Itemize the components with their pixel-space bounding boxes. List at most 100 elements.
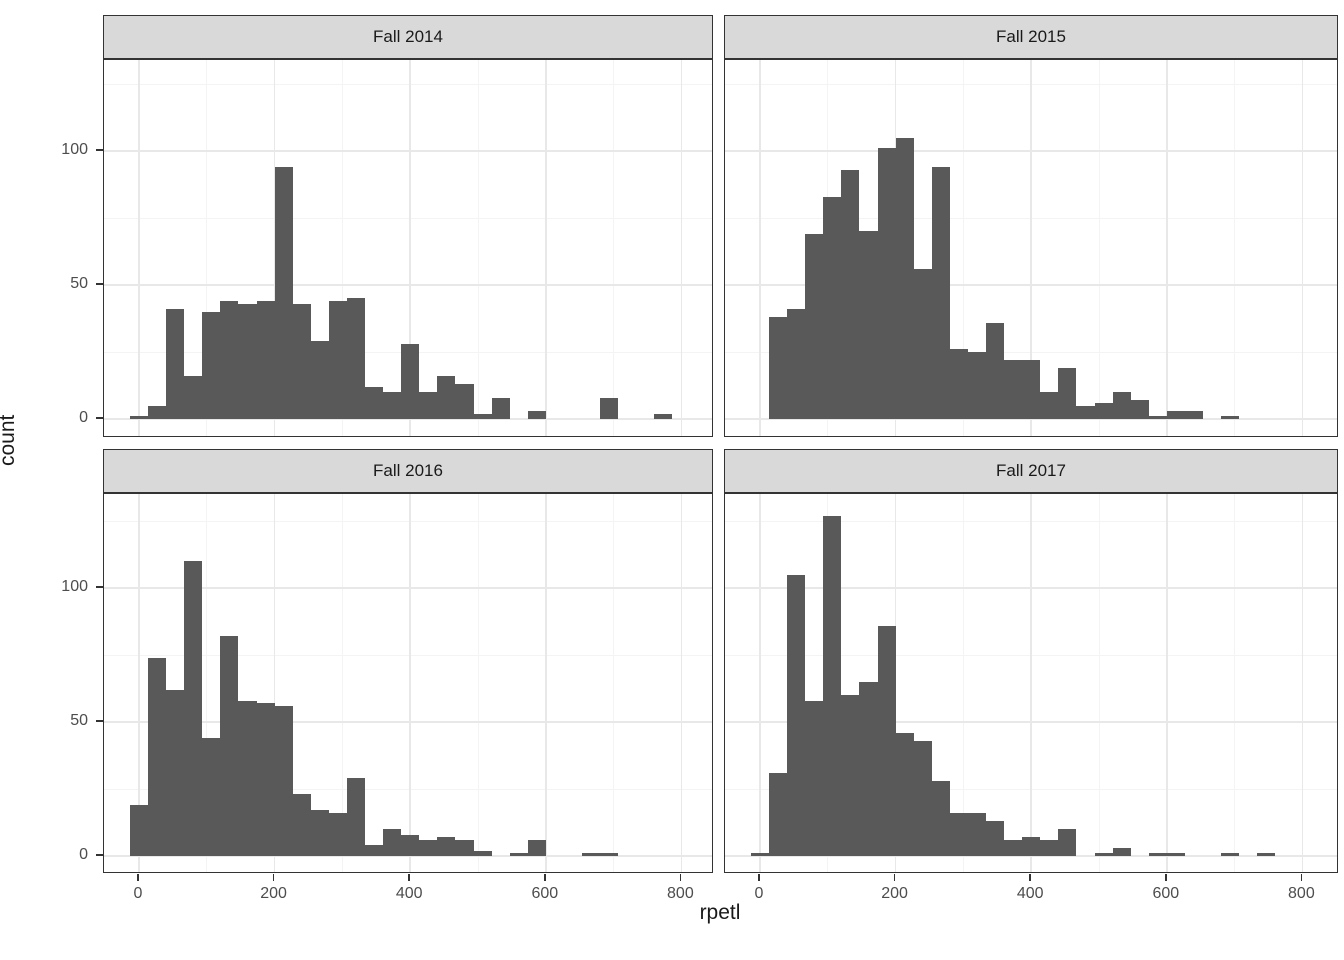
histogram-bar — [1004, 360, 1023, 419]
histogram-bar — [256, 703, 275, 856]
facet-strip-fall-2017: Fall 2017 — [724, 449, 1338, 493]
gridline-y-major — [104, 855, 712, 857]
facet-strip-fall-2016: Fall 2016 — [103, 449, 713, 493]
y-axis-tick-label: 50 — [70, 712, 88, 729]
x-axis-tick-label: 0 — [133, 885, 143, 902]
histogram-bar — [527, 839, 546, 856]
gridline-x-major — [1166, 494, 1168, 872]
histogram-bar — [1094, 853, 1113, 856]
histogram-bar — [310, 810, 329, 856]
gridline-x-minor — [1098, 60, 1100, 436]
gridline-x-major — [1301, 60, 1304, 436]
gridline-y-minor — [104, 217, 712, 219]
gridline-y-major — [104, 284, 712, 286]
histogram-bar — [769, 317, 788, 419]
gridline-x-major — [759, 494, 761, 872]
gridline-x-minor — [962, 60, 964, 436]
histogram-bar — [129, 805, 149, 856]
histogram-bar — [419, 392, 438, 419]
y-axis-tick — [96, 283, 103, 285]
facet-strip-label: Fall 2016 — [373, 461, 443, 480]
histogram-bar — [877, 148, 896, 419]
gridline-x-minor — [1234, 60, 1236, 436]
gridline-y-major — [104, 587, 712, 589]
gridline-x-major — [138, 494, 140, 872]
histogram-bar — [895, 137, 914, 419]
gridline-x-major — [1166, 60, 1168, 436]
histogram-bar — [1148, 416, 1167, 419]
x-axis-tick — [1029, 874, 1031, 881]
histogram-bar — [859, 681, 878, 856]
histogram-bar — [166, 689, 185, 856]
gridline-x-major — [138, 60, 140, 436]
histogram-bar — [986, 322, 1005, 419]
gridline-x-minor — [341, 494, 343, 872]
y-axis-tick — [96, 149, 103, 151]
histogram-bar — [148, 405, 167, 419]
histogram-bar — [1058, 829, 1077, 856]
histogram-bar — [292, 303, 311, 419]
x-axis-tick-label: 400 — [1016, 885, 1044, 902]
histogram-bar — [1130, 400, 1149, 419]
histogram-bar — [455, 384, 474, 419]
x-axis-tick — [137, 874, 139, 881]
x-axis-tick — [544, 874, 546, 881]
histogram-bar — [401, 834, 420, 856]
gridline-x-major — [1030, 60, 1032, 436]
histogram-bar — [967, 352, 987, 419]
gridline-x-minor — [1234, 494, 1236, 872]
x-axis-tick — [679, 874, 682, 881]
histogram-bar — [823, 196, 842, 419]
histogram-bar — [328, 813, 347, 856]
histogram-bar — [1112, 847, 1131, 856]
histogram-bar — [877, 625, 896, 856]
histogram-bar — [220, 301, 239, 419]
histogram-bar — [600, 397, 619, 419]
x-axis-title: rpetl — [699, 901, 741, 924]
histogram-bar — [292, 794, 311, 856]
histogram-bar — [805, 700, 824, 856]
facet-panel-fall-2017 — [724, 493, 1338, 873]
histogram-bar — [1257, 853, 1276, 856]
histogram-bar — [931, 167, 950, 419]
histogram-bar — [841, 169, 860, 419]
histogram-bar — [437, 376, 456, 419]
histogram-bar — [310, 341, 329, 419]
histogram-bar — [437, 837, 456, 856]
histogram-bar — [1148, 853, 1167, 856]
x-axis-tick — [758, 874, 760, 881]
y-axis-tick — [96, 854, 103, 856]
gridline-x-minor — [962, 494, 964, 872]
histogram-bar — [654, 413, 673, 419]
histogram-bar — [383, 829, 402, 856]
gridline-y-minor — [104, 83, 712, 85]
histogram-bar — [1004, 839, 1023, 856]
histogram-bar — [365, 845, 384, 856]
histogram-bar — [1040, 392, 1059, 419]
gridline-x-minor — [341, 60, 343, 436]
histogram-bar — [913, 740, 932, 856]
gridline-x-major — [680, 60, 683, 436]
histogram-bar — [184, 561, 203, 856]
y-axis-tick-label: 0 — [79, 846, 88, 863]
histogram-bar — [805, 234, 824, 419]
histogram-bar — [491, 397, 510, 419]
gridline-y-major — [104, 721, 712, 723]
gridline-x-minor — [206, 60, 208, 436]
histogram-bar — [346, 298, 366, 419]
histogram-bar — [473, 850, 492, 856]
histogram-bar — [1184, 410, 1203, 419]
y-axis-tick-label: 100 — [61, 141, 88, 158]
histogram-bar — [582, 853, 601, 856]
gridline-x-major — [1030, 494, 1032, 872]
gridline-y-major — [104, 418, 712, 420]
gridline-x-major — [409, 494, 411, 872]
gridline-x-major — [273, 494, 276, 872]
histogram-bar — [1221, 853, 1240, 856]
histogram-bar — [859, 231, 878, 419]
histogram-bar — [166, 309, 185, 419]
gridline-y-minor — [104, 788, 712, 790]
x-axis-tick-label: 800 — [1288, 885, 1315, 902]
histogram-bar — [1022, 360, 1041, 419]
